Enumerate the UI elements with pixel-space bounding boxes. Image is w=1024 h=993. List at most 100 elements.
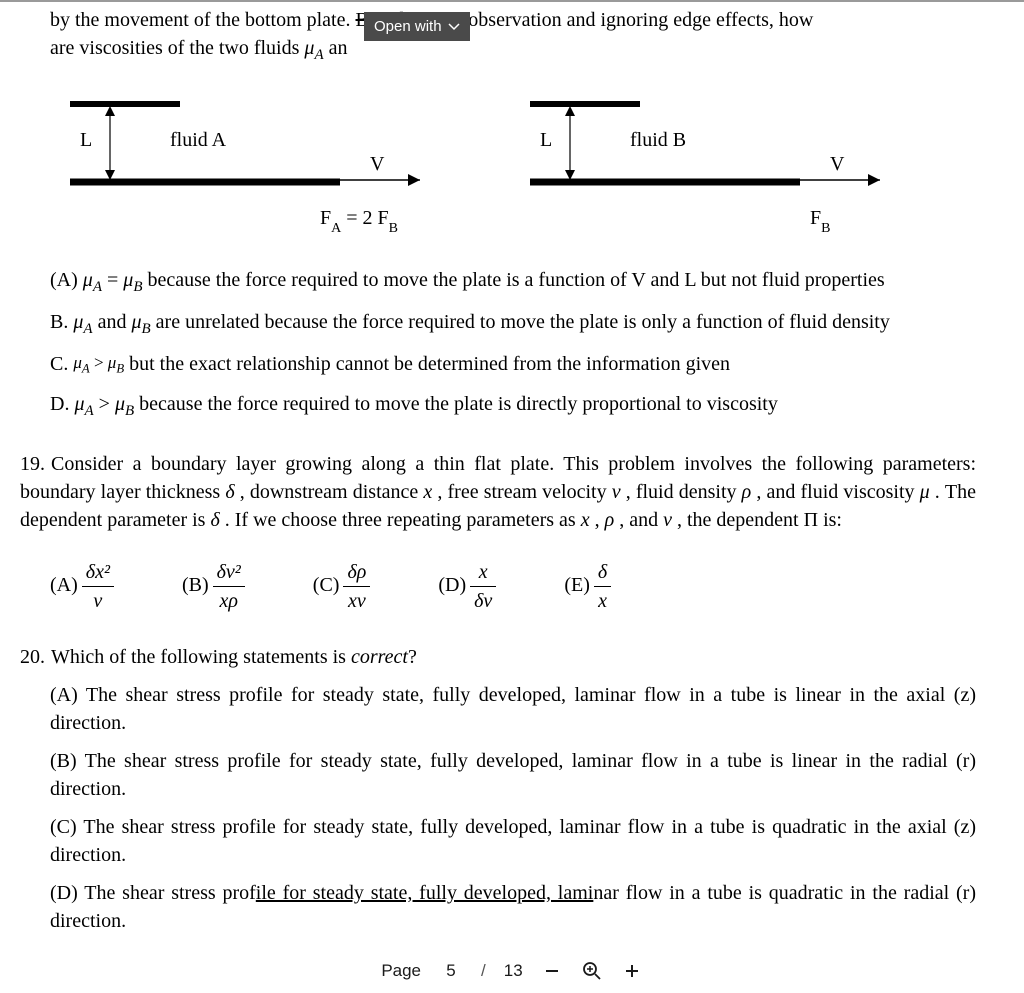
q19-option-d: (D)xδv [438, 558, 496, 615]
svg-text:fluid B: fluid B [630, 129, 686, 151]
opt-label: (A) [50, 574, 78, 596]
intro-text-3: are viscosities of the two fluids [50, 37, 304, 59]
q20-number: 20. [20, 646, 45, 668]
mu: μA [73, 353, 89, 372]
q18-option-b: B. μA and μB are unrelated because the f… [50, 308, 976, 340]
q18-c-text: but the exact relationship cannot be det… [124, 353, 730, 375]
t: , and [614, 509, 663, 531]
intro-text-1: by the movement of the bottom plate. [50, 9, 356, 31]
diagram-row: L fluid A V FA = 2 FB L fluid B V FB [50, 84, 976, 244]
t: , fluid density [621, 481, 742, 503]
q20-option-b: (B) The shear stress profile for steady … [50, 747, 976, 803]
t: , the dependent [672, 509, 804, 531]
numerator: δx² [82, 558, 114, 587]
q19-number: 19. [20, 453, 45, 475]
t: ? [408, 646, 417, 668]
viewer-page-bar: Page / 13 [0, 953, 1024, 993]
intro-paragraph: by the movement of the bottom plate. Bas… [50, 6, 976, 66]
q18-b-text: are unrelated because the force required… [151, 311, 890, 333]
numerator: x [470, 558, 496, 587]
diagram-fluid-b: L fluid B V FB [510, 84, 930, 244]
x: x [423, 481, 432, 503]
mu: μA [74, 393, 93, 415]
q18-option-d: D. μA > μB because the force required to… [50, 390, 976, 422]
fraction: δx²v [82, 558, 114, 615]
fraction: δv²xρ [213, 558, 245, 615]
t: , downstream distance [235, 481, 424, 503]
numerator: δv² [213, 558, 245, 587]
page-label: Page [381, 959, 421, 983]
q20-option-c: (C) The shear stress profile for steady … [50, 813, 976, 869]
opt-label: (B) [182, 574, 209, 596]
q18-a-text: because the force required to move the p… [142, 269, 884, 291]
q18-d-label: D. [50, 393, 74, 415]
denominator: x [594, 587, 611, 615]
mu: μA [83, 269, 102, 291]
and: and [93, 311, 132, 333]
opt-label: (D) [438, 574, 466, 596]
q20-stem: 20.Which of the following statements is … [20, 643, 976, 671]
q18-d-text: because the force required to move the p… [134, 393, 778, 415]
mu-a: μA [304, 37, 323, 59]
intro-text-2: observation and ignoring edge effects, h… [463, 9, 813, 31]
fraction: δx [594, 558, 611, 615]
page-number-input[interactable] [439, 960, 463, 982]
q18-option-a: (A) μA = μB because the force required t… [50, 266, 976, 298]
q20-option-d: (D) The shear stress profile for steady … [50, 879, 976, 935]
denominator: δv [470, 587, 496, 615]
svg-text:FA = 2 FB: FA = 2 FB [320, 207, 398, 236]
rho: ρ [605, 509, 615, 531]
zoom-fit-button[interactable] [581, 960, 603, 982]
q18-a-label: (A) [50, 269, 83, 291]
numerator: δρ [343, 558, 370, 587]
total-pages: 13 [504, 959, 523, 983]
numerator: δ [594, 558, 611, 587]
q18-option-c: C. μA > μB but the exact relationship ca… [50, 350, 976, 380]
svg-text:V: V [830, 153, 845, 175]
document-page: Open with by the movement of the bottom … [0, 6, 1024, 993]
opt-label: (E) [564, 574, 590, 596]
t: is: [818, 509, 842, 531]
q18-b-label: B. [50, 311, 73, 333]
q19-option-a: (A)δx²v [50, 558, 114, 615]
denominator: xv [343, 587, 370, 615]
intro-text-4: an [324, 37, 348, 59]
denominator: v [82, 587, 114, 615]
gt: > [90, 353, 108, 372]
q19-option-e: (E)δx [564, 558, 611, 615]
q19-option-b: (B)δv²xρ [182, 558, 245, 615]
plus-icon [623, 962, 641, 980]
magnify-icon [582, 961, 602, 981]
q19-options-row: (A)δx²v (B)δv²xρ (C)δρxv (D)xδv (E)δx [50, 558, 976, 615]
chevron-down-icon [448, 23, 460, 31]
mu: μA [73, 311, 92, 333]
svg-text:L: L [540, 129, 552, 151]
q19-stem: 19.Consider a boundary layer growing alo… [20, 450, 976, 534]
mu: μB [131, 311, 150, 333]
t: , and fluid viscosity [751, 481, 919, 503]
opt-label: (C) [313, 574, 340, 596]
minus-icon [543, 962, 561, 980]
x: x [581, 509, 590, 531]
rho: ρ [742, 481, 752, 503]
svg-text:fluid A: fluid A [170, 129, 227, 151]
open-with-button[interactable]: Open with [364, 12, 470, 41]
q18-c-label: C. [50, 353, 73, 375]
mu: μB [108, 353, 124, 372]
open-with-label: Open with [374, 16, 442, 37]
gt: > [94, 393, 115, 415]
zoom-out-button[interactable] [541, 960, 563, 982]
fraction: xδv [470, 558, 496, 615]
svg-text:V: V [370, 153, 385, 175]
mu: μB [123, 269, 142, 291]
q19-option-c: (C)δρxv [313, 558, 371, 615]
v: v [612, 481, 621, 503]
svg-text:L: L [80, 129, 92, 151]
diagram-fluid-a: L fluid A V FA = 2 FB [50, 84, 470, 244]
pi: Π [804, 509, 818, 531]
zoom-in-button[interactable] [621, 960, 643, 982]
delta: δ [210, 509, 219, 531]
t: . If we choose three repeating parameter… [220, 509, 581, 531]
eq: = [102, 269, 123, 291]
v: v [663, 509, 672, 531]
